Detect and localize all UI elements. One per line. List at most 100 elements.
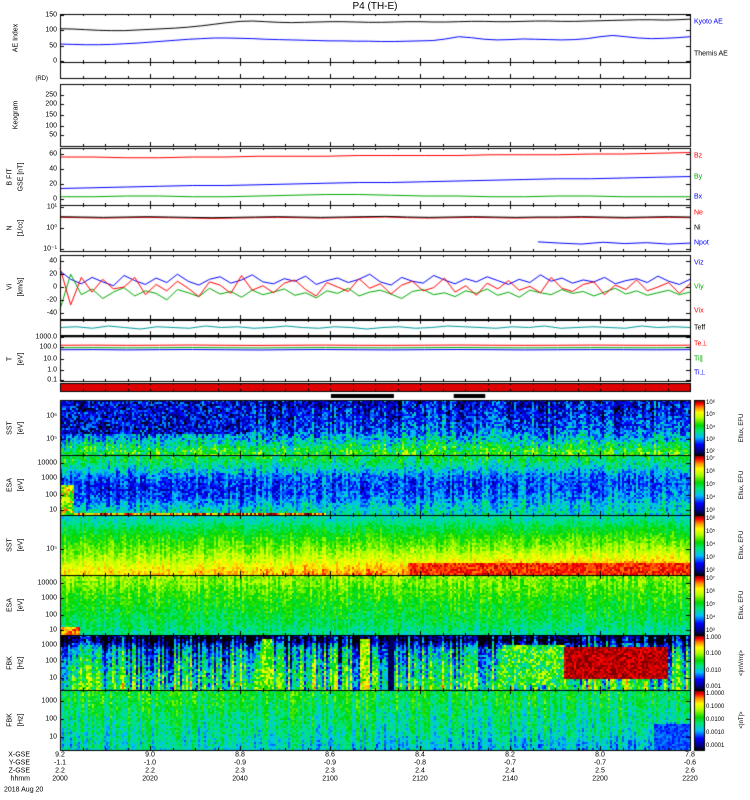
orbit-value: 9.0	[145, 751, 155, 759]
colorbar-tick-label: 0.010	[706, 667, 722, 674]
orbit-value: 8.2	[505, 751, 515, 759]
y-tick-label: 20	[49, 180, 57, 188]
trace-label: Teff	[694, 324, 706, 331]
y-tick-label: 100	[45, 657, 57, 665]
colorbar-caption: <|mV/m|>	[739, 649, 745, 676]
orbit-value: -0.9	[233, 759, 247, 767]
trace-label: Ti⊥	[694, 369, 706, 377]
panel-ylabel: [Hz]	[17, 656, 25, 669]
panel-note: (RD)	[35, 76, 48, 82]
y-tick-label: 1000	[41, 697, 57, 705]
orbit-value: -0.9	[323, 759, 337, 767]
orbit-value: -0.6	[683, 759, 697, 767]
orbit-row-label: Y-GSE	[8, 759, 30, 767]
y-tick-label: 10⁵	[46, 545, 57, 553]
colorbar-tick-label: 10³	[706, 508, 715, 515]
panel-ylabel: [eV]	[17, 352, 25, 365]
orbit-value: 2.2	[145, 767, 155, 775]
colorbar-tick-label: 1.0000	[706, 690, 725, 697]
colorbar-tick-label: 10⁵	[706, 482, 716, 488]
y-tick-label: 10¹	[46, 203, 57, 211]
y-tick-label: 150	[45, 11, 57, 19]
orbit-value: -1.0	[143, 759, 157, 767]
y-tick-label: 150	[45, 111, 57, 119]
orbit-row-label: X-GSE	[8, 751, 30, 759]
panel-ylabel: [1/cc]	[17, 219, 25, 237]
panel-ylabel: Vi	[6, 283, 14, 291]
y-tick-label: 10⁻¹	[43, 245, 57, 253]
y-tick-label: 250	[45, 91, 57, 99]
trace-label: Te⊥	[694, 340, 708, 348]
y-tick-label: 10	[49, 674, 57, 682]
y-tick-label: 1000	[41, 641, 57, 649]
y-tick-label: 100	[45, 491, 57, 499]
trace-label: Ti∥	[694, 355, 704, 362]
orbit-value: 8.8	[235, 751, 245, 759]
y-tick-label: 100	[45, 122, 57, 130]
orbit-value: 2040	[232, 775, 248, 783]
orbit-value: 2020	[142, 775, 158, 783]
orbit-value: 2000	[52, 775, 68, 783]
colorbar-tick-label: 10⁴	[706, 542, 716, 548]
y-tick-label: 10000	[37, 579, 57, 587]
trace-label: Npot	[694, 239, 709, 247]
orbit-value: -0.7	[503, 759, 517, 767]
trace-label: Vix	[694, 307, 704, 315]
colorbar-tick-label: 10³	[706, 436, 715, 443]
orbit-value: 7.8	[685, 751, 695, 759]
y-tick-label: 0	[53, 283, 57, 291]
y-tick-label: 10000	[37, 459, 57, 467]
y-tick-label: 10	[49, 733, 57, 741]
y-tick-label: 10	[49, 506, 57, 514]
trace-label: Viz	[694, 259, 704, 267]
colorbar-tick-label: 10⁴	[706, 615, 716, 622]
orbit-row-label: Z-GSE	[8, 767, 30, 775]
colorbar-tick-label: 10⁴	[706, 424, 716, 431]
panel-ylabel: FBK	[6, 713, 14, 727]
y-tick-label: 50	[49, 42, 57, 50]
colorbar-tick-label: 10³	[706, 555, 715, 562]
panel-ylabel: SST	[6, 538, 14, 552]
y-tick-label: 1.0	[47, 366, 57, 374]
panel-ylabel: [Hz]	[17, 713, 25, 727]
plot-title: P4 (TH-E)	[352, 1, 398, 12]
colorbar-tick-label: 1.000	[706, 635, 722, 642]
orbit-value: 2200	[592, 775, 608, 783]
panel-ylabel: ESA	[6, 597, 14, 613]
colorbar-tick-label: 10⁶	[706, 400, 716, 407]
orbit-value: 2.3	[235, 767, 245, 775]
y-tick-label: 0.1	[47, 376, 57, 384]
orbit-value: 2.5	[595, 767, 605, 775]
y-tick-label: 40	[49, 257, 57, 265]
panel-ylabel: N	[6, 225, 14, 231]
y-tick-label: 0	[53, 57, 57, 65]
orbit-value: 2.4	[415, 767, 425, 775]
colorbar-caption: Eflux, EFU	[739, 530, 745, 560]
panel-ylabel: SST	[6, 420, 14, 435]
trace-label: By	[694, 173, 703, 180]
y-tick-label: 100	[45, 611, 57, 619]
orbit-value: 2220	[682, 775, 698, 783]
y-tick-label: 60	[49, 150, 57, 158]
colorbar-tick-label: 10⁵	[706, 528, 716, 535]
y-tick-label: 100.0	[39, 343, 57, 351]
orbit-value: -0.7	[593, 759, 607, 767]
orbit-value: 2.3	[325, 767, 335, 775]
colorbar-tick-label: 10⁶	[706, 588, 716, 595]
y-tick-label: 100	[45, 26, 57, 34]
trace-label: Kyoto AE	[694, 18, 723, 26]
colorbar-tick-label: 10⁶	[706, 468, 716, 475]
y-tick-label: 20	[49, 270, 57, 278]
colorbar-tick-label: 0.001	[706, 683, 722, 690]
y-tick-label: 0	[53, 195, 57, 203]
orbit-row-label: hhmm	[10, 775, 30, 783]
orbit-value: 2.4	[505, 767, 515, 775]
orbit-value: 9.2	[55, 751, 65, 759]
y-tick-label: -40	[46, 309, 57, 317]
y-tick-label: 100	[45, 715, 57, 723]
colorbar-caption: Eflux, EFU	[739, 590, 745, 620]
orbit-value: 2140	[502, 775, 518, 783]
orbit-value: -1.1	[53, 759, 67, 767]
